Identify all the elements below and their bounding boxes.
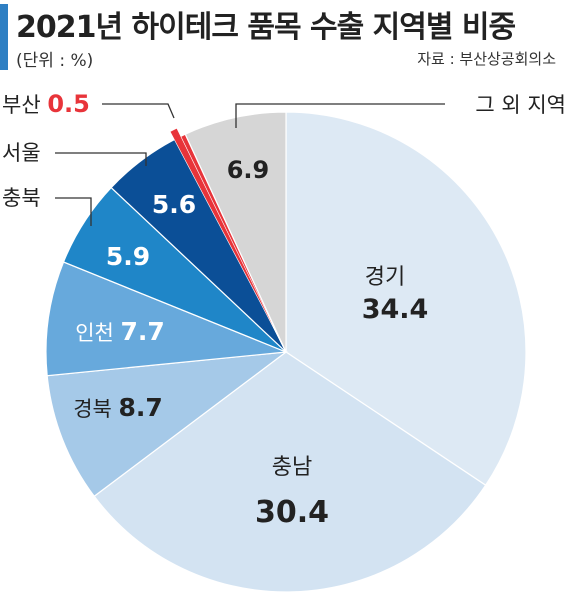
page-title: 2021년 하이테크 품목 수출 지역별 비중 (16, 10, 516, 45)
pie-slice-busan-highlight (169, 127, 283, 345)
pie-slice-others (184, 111, 287, 353)
title-accent-bar (0, 4, 8, 70)
source-label: 자료 : 부산상공회의소 (417, 50, 556, 68)
slice-label-gyeonggi: 경기 (365, 265, 405, 290)
pie-slice-chungnam (93, 351, 487, 593)
leader-line-chungbuk (55, 197, 92, 226)
slice-label-incheon: 인천 7.7 (75, 317, 165, 346)
outer-label-chungbuk: 충북 (2, 186, 41, 210)
leader-line-busan (102, 103, 175, 119)
outer-label-others: 그 외 지역 (475, 93, 566, 117)
outer-label-seoul: 서울 (2, 141, 41, 165)
pie-slice-incheon (45, 261, 287, 377)
unit-label: (단위 : %) (16, 51, 94, 71)
slice-value-others: 6.9 (227, 156, 270, 184)
slice-value-gyeonggi: 34.4 (362, 294, 429, 325)
slice-value-chungbuk: 5.9 (106, 242, 150, 271)
slice-label-chungnam: 충남 (272, 455, 312, 480)
leader-line-others (235, 103, 445, 128)
slice-value-seoul: 5.6 (152, 190, 196, 219)
slice-label-busan: 부산 0.5 (2, 90, 90, 118)
leader-line-seoul (55, 152, 147, 166)
pie-slice-gyeongbuk (46, 351, 289, 498)
slice-label-gyeongbuk: 경북 8.7 (73, 393, 163, 422)
slice-value-chungnam: 30.4 (255, 495, 329, 530)
